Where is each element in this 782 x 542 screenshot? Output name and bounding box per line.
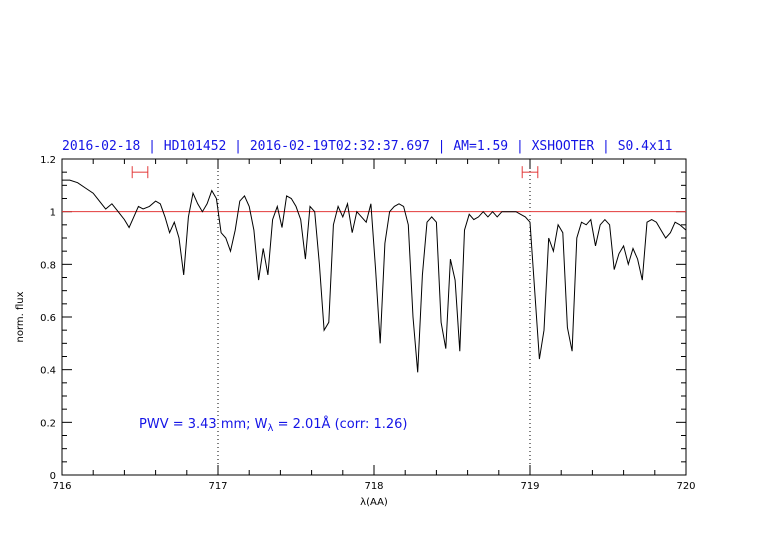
- x-tick-label: 719: [520, 481, 539, 492]
- pwv-annotation: PWV = 3.43 mm; Wλ = 2.01Å (corr: 1.26): [139, 416, 408, 434]
- y-axis-label: norm. flux: [15, 291, 26, 342]
- y-tick-label: 1.2: [40, 155, 56, 166]
- spectrum-line: [62, 179, 687, 373]
- y-tick-label: 0.8: [40, 260, 56, 271]
- annotation-suffix: = 2.01Å (corr: 1.26): [273, 416, 407, 432]
- x-tick-label: 720: [676, 481, 695, 492]
- y-tick-label: 1: [50, 208, 56, 219]
- x-tick-label: 718: [364, 481, 383, 492]
- y-tick-label: 0: [50, 471, 56, 482]
- axis-tick-labels: 716 717 718 719 720 0 0.2 0.4 0.6 0.8 1 1.2: [40, 155, 695, 492]
- y-tick-label: 0.6: [40, 313, 56, 324]
- chart-header: 2016-02-18 | HD101452 | 2016-02-19T02:32…: [62, 139, 672, 154]
- y-tick-label: 0.2: [40, 418, 56, 429]
- interval-markers: [131, 166, 539, 179]
- annotation-subscript: λ: [268, 423, 274, 434]
- x-tick-label: 716: [52, 481, 71, 492]
- annotation-prefix: PWV = 3.43 mm; W: [139, 417, 268, 432]
- x-tick-label: 717: [208, 481, 227, 492]
- x-axis-label: λ(AA): [360, 497, 388, 508]
- y-tick-label: 0.4: [40, 366, 56, 377]
